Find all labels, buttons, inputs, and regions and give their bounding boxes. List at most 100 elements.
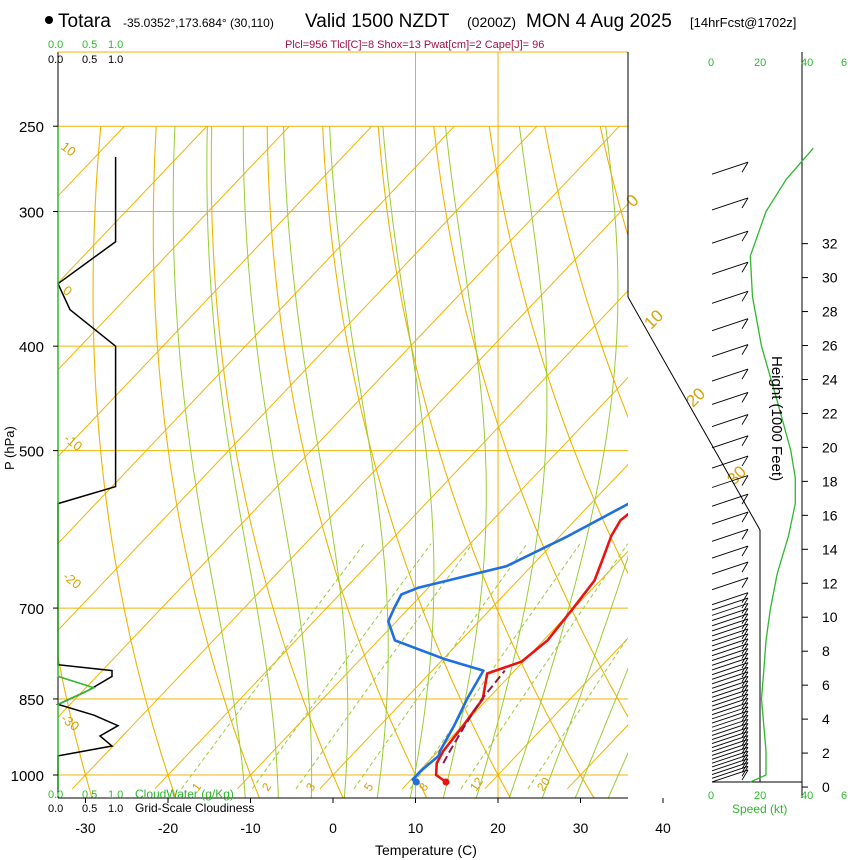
wind-barb: [711, 731, 749, 744]
wind-barb-staff: [711, 714, 749, 728]
profiles: [386, 502, 628, 786]
wind-barb: [711, 657, 749, 671]
height-tick-label: 32: [822, 236, 838, 252]
mixing-ratio-label: 2: [259, 780, 274, 794]
x-axis-title: Temperature (C): [375, 842, 477, 858]
wind-barb-flag: [741, 747, 749, 758]
wind-barb-flag: [741, 638, 749, 650]
parcel-line: [442, 669, 506, 764]
wind-barb-staff: [711, 652, 749, 666]
isotherm-label: 30: [723, 462, 750, 489]
wind-barb: [711, 161, 749, 175]
wind-speed-tick-top: 0: [708, 57, 714, 69]
wind-barb: [711, 671, 749, 685]
station-name: Totara: [58, 11, 111, 32]
wind-barb-staff: [711, 318, 749, 332]
wind-speed-tick-bottom: 20: [754, 790, 766, 802]
dry-adiabat: [92, 126, 177, 798]
wind-barb-flag: [741, 743, 749, 754]
wind-speed-extra-tick-top: 6: [841, 57, 847, 69]
wind-barb-flag: [741, 529, 749, 540]
isotherm-line: [319, 463, 628, 790]
wind-barb-staff: [711, 723, 749, 736]
wind-barb-staff: [711, 680, 749, 694]
height-tick-label: 2: [822, 745, 830, 761]
y-tick-label: 700: [19, 601, 44, 618]
station-bullet-icon: [45, 16, 53, 24]
wind-barb-staff: [711, 731, 749, 744]
wind-barb-flag: [741, 592, 749, 603]
zulu-time: (0200Z): [467, 14, 516, 30]
wind-barb-staff: [711, 528, 749, 542]
wind-barb-flag: [741, 603, 749, 614]
wind-barb: [711, 689, 749, 703]
wind-barb-flag: [741, 618, 749, 630]
wind-barb-flag: [741, 723, 749, 734]
moist-adiabat: [475, 126, 548, 798]
hodo-divider: [627, 296, 761, 531]
wind-barb-flag: [741, 623, 749, 635]
mixing-ratio-line: [460, 543, 628, 790]
forecast-date: MON 4 Aug 2025: [526, 11, 672, 32]
dry-adiabat: [210, 126, 344, 798]
x-tick-label: 10: [408, 820, 424, 836]
height-tick-label: 6: [822, 677, 830, 693]
wind-barb: [711, 435, 749, 449]
wind-barb-flag: [741, 511, 749, 523]
height-tick-label: 26: [822, 338, 838, 354]
wind-barb-staff: [711, 435, 749, 449]
wind-speed-label: Speed (kt): [732, 802, 787, 816]
wind-barb-flag: [741, 735, 749, 746]
wind-barb-flag: [741, 667, 749, 678]
wind-barb-flag: [741, 493, 749, 505]
wind-barb-staff: [711, 684, 749, 698]
wind-barb: [711, 723, 749, 736]
wind-barb: [711, 697, 749, 711]
wind-barb-staff: [711, 197, 749, 211]
wind-barb: [711, 391, 749, 405]
y-tick-label: 1000: [11, 768, 44, 785]
wind-barb: [711, 675, 749, 689]
valid-time: Valid 1500 NZDT: [305, 11, 450, 32]
wind-barb-flag: [741, 648, 749, 659]
wind-barb-staff: [711, 511, 749, 525]
moist-adiabat: [382, 126, 435, 798]
isotherm-line: [236, 376, 628, 790]
wind-barb: [711, 613, 749, 627]
mixing-ratio-line: [527, 636, 628, 790]
wind-barb-flag: [741, 739, 749, 750]
mixing-ratio-label: 5: [361, 780, 376, 794]
isotherm-label: 0: [622, 191, 642, 211]
wind-barb-flag: [741, 657, 749, 669]
wind-barb: [711, 618, 749, 632]
wind-barb-staff: [711, 643, 749, 657]
wind-barb-staff: [711, 666, 749, 680]
cloudwater-tick-top: 1.0: [108, 39, 123, 51]
y-tick-label: 400: [19, 339, 44, 356]
cloudiness-tick-bottom: 1.0: [108, 803, 123, 815]
wind-barb: [711, 493, 749, 507]
dry-adiabat: [433, 126, 628, 718]
wind-barb: [711, 261, 749, 275]
wind-barb-flag: [741, 561, 749, 573]
moist-adiabat: [329, 126, 389, 798]
cloudwater-tick-top: 0.0: [48, 39, 63, 51]
dry-adiabat: [656, 126, 850, 798]
wind-barb: [711, 511, 749, 525]
wind-barb: [711, 702, 749, 716]
dry-adiabat: [822, 126, 850, 798]
wind-barb-flag: [741, 608, 749, 619]
wind-barb-staff: [711, 706, 749, 720]
wind-barb-staff: [711, 261, 749, 275]
wind-barb-flag: [741, 161, 749, 173]
wind-barb-flag: [741, 715, 749, 726]
cloudwater-tick-bottom: 1.0: [108, 789, 123, 801]
wind-barb: [711, 706, 749, 720]
wind-barb-staff: [711, 727, 749, 740]
wind-barb-flag: [741, 414, 749, 425]
dry-adiabat: [488, 126, 628, 575]
wind-barb-staff: [711, 618, 749, 632]
height-tick-label: 16: [822, 507, 838, 523]
wind-barb: [711, 577, 749, 591]
forecast-run: [14hrFcst@1702z]: [690, 15, 796, 30]
